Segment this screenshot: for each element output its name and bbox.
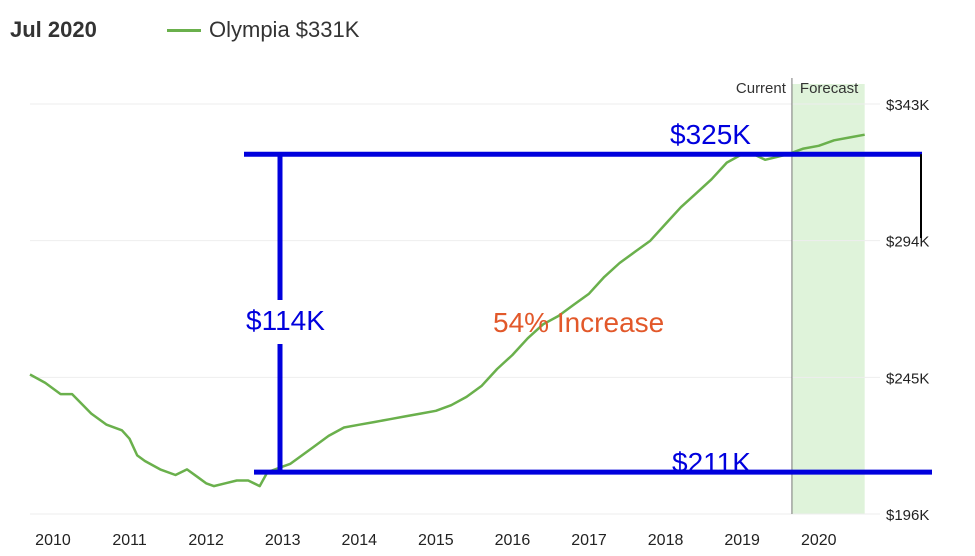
current-label: Current [736,80,787,97]
x-tick-label: 2013 [265,532,301,549]
series-line [29,133,865,488]
high-value-label: $325K [670,119,751,150]
forecast-label: Forecast [800,80,859,97]
x-tick-label: 2017 [571,532,607,549]
increase-label: 54% Increase [493,307,664,338]
date-label: Jul 2020 [10,17,97,42]
chart-legend[interactable]: Olympia $331K [167,14,359,46]
x-tick-label: 2020 [801,532,837,549]
x-tick-label: 2014 [341,532,377,549]
legend-label: Olympia $331K [209,17,360,42]
x-tick-label: 2012 [188,532,224,549]
legend-swatch [167,28,201,32]
chart-header: Jul 2020 [10,14,97,46]
x-tick-label: 2016 [495,532,531,549]
low-value-label: $211K [672,447,751,478]
x-tick-label: 2010 [35,532,71,549]
range-label: $114K [246,305,325,336]
x-tick-label: 2018 [648,532,684,549]
x-tick-label: 2011 [112,532,147,549]
x-tick-label: 2019 [724,532,760,549]
x-tick-label: 2015 [418,532,454,549]
y-tick-label: $343K [886,97,929,114]
y-tick-label: $245K [886,370,929,387]
y-tick-label: $294K [886,234,929,251]
y-tick-label: $196K [886,507,929,524]
